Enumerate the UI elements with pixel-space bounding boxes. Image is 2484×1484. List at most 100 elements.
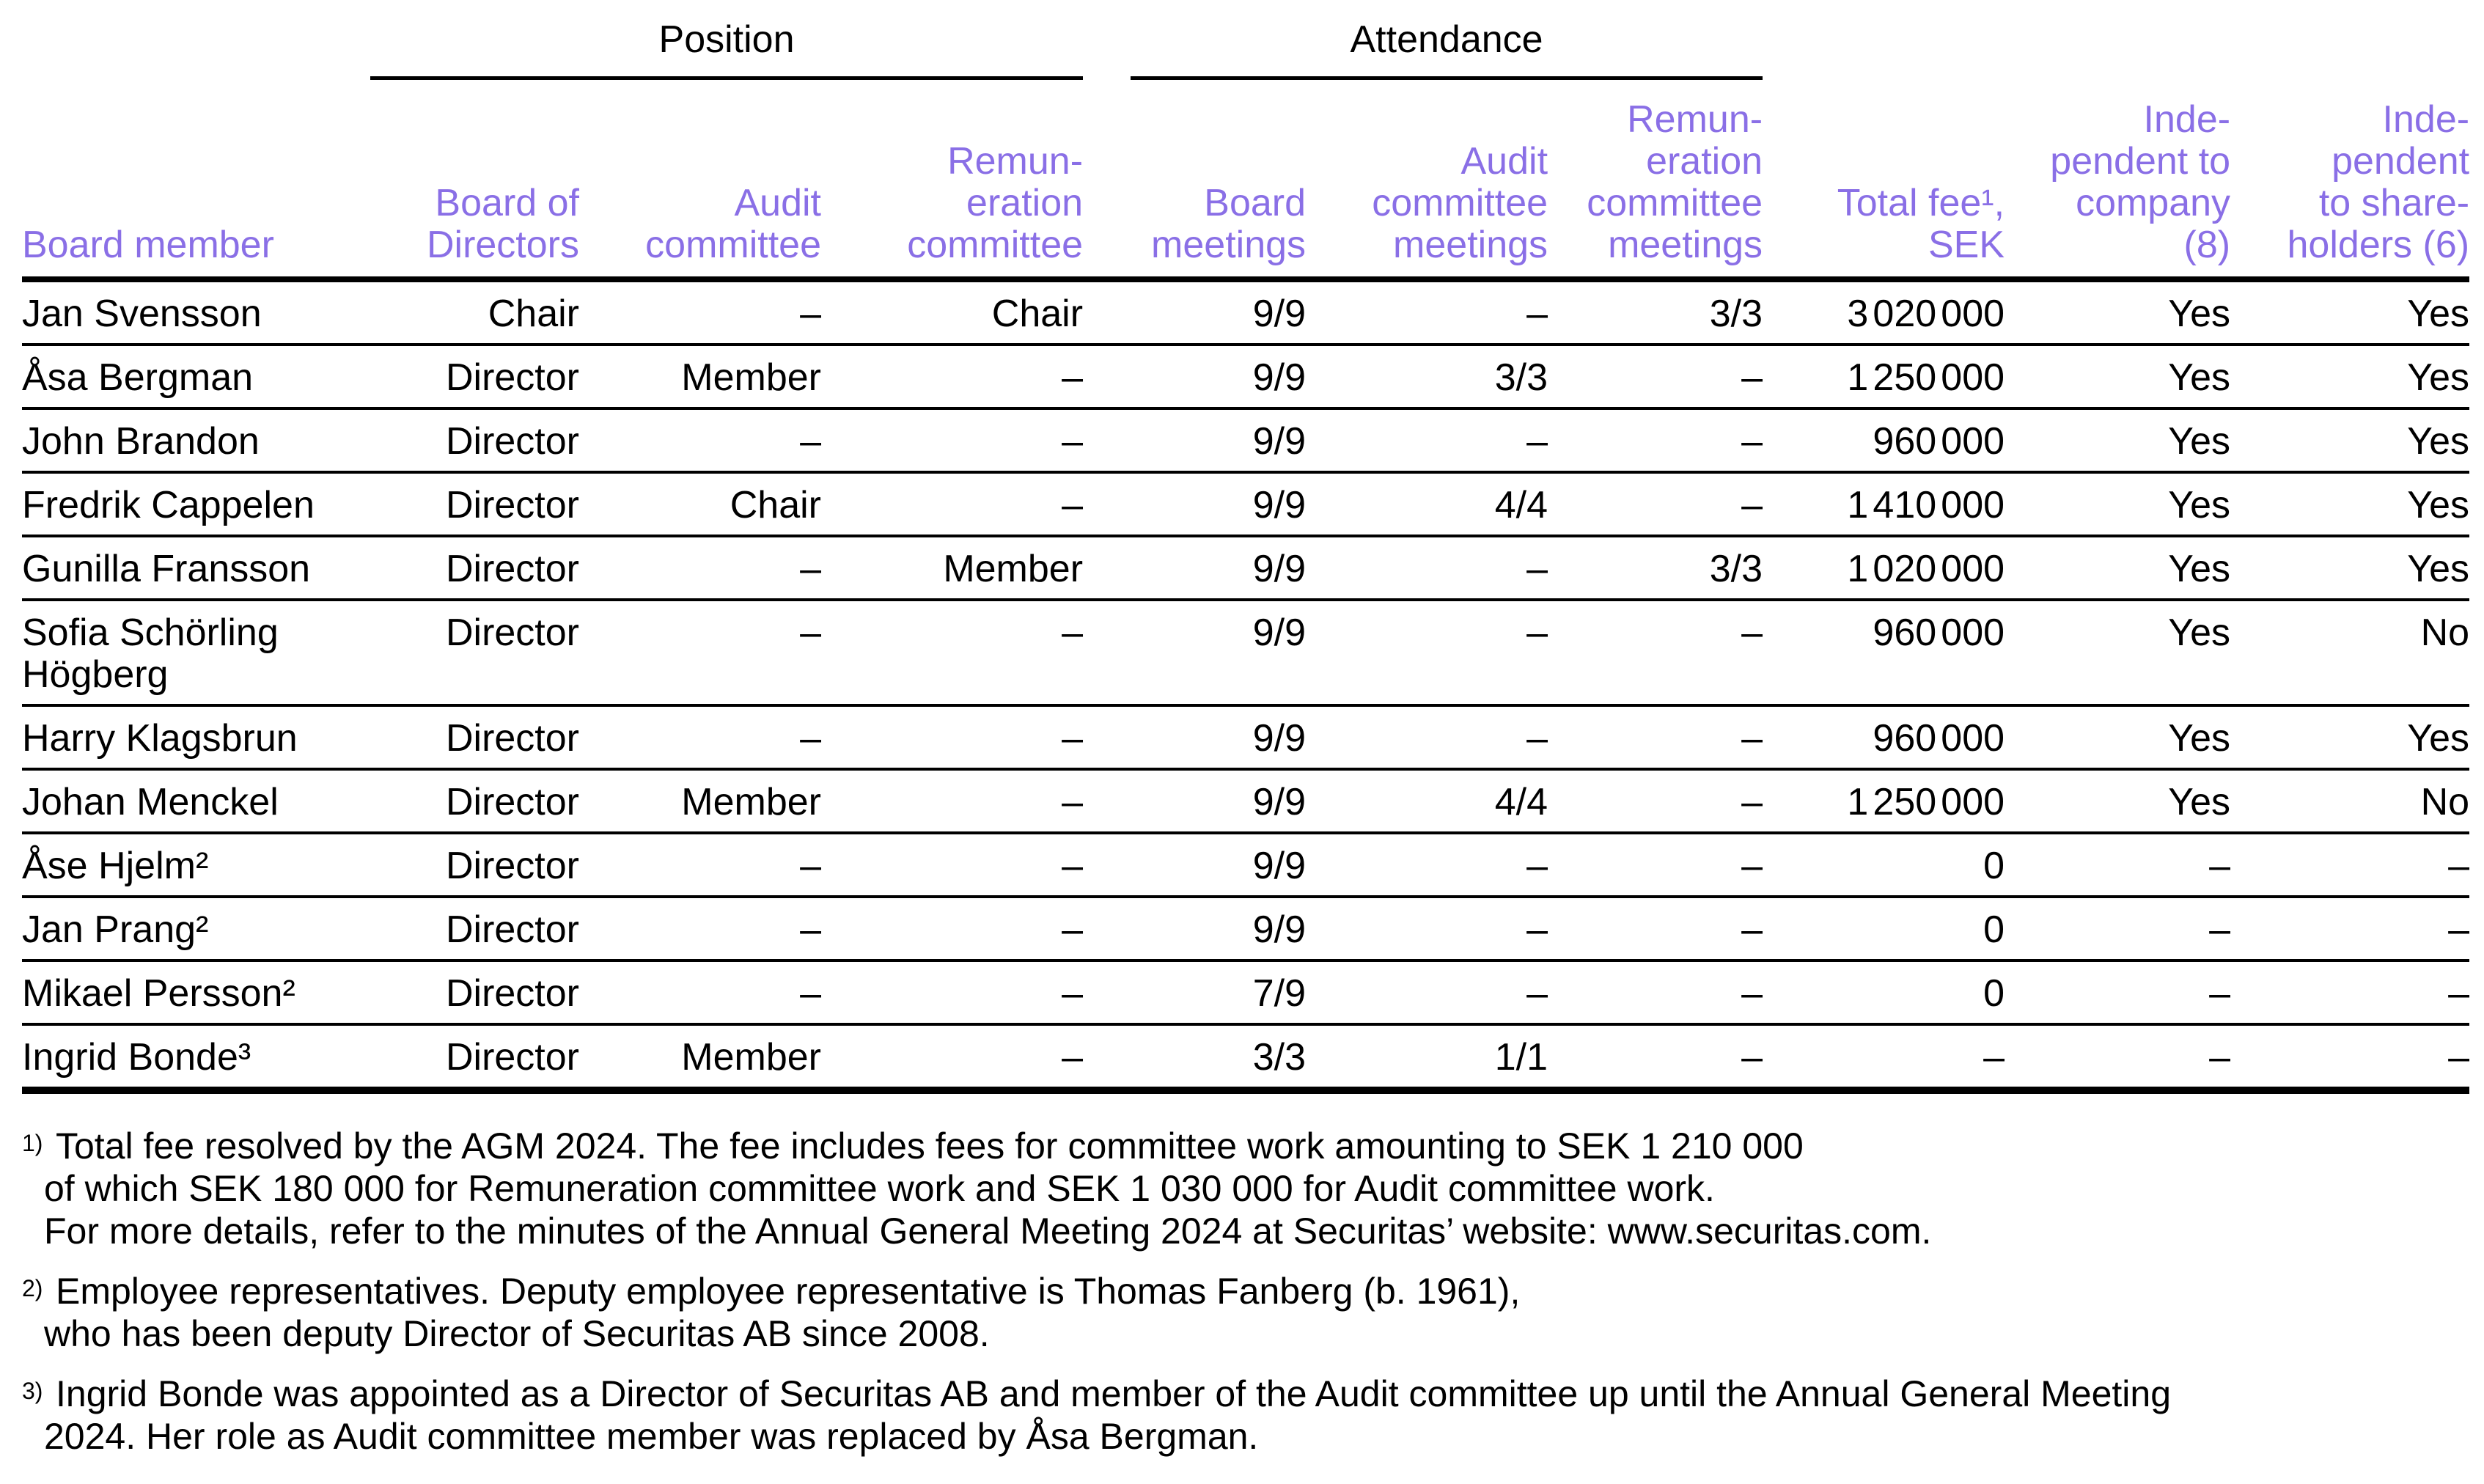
cell-board-member: Harry Klagsbrun	[22, 717, 298, 760]
column-header-inde-pendent-to-share-holders-6: Inde-pendent to share-holders (6)	[2287, 98, 2470, 266]
cell: –	[1526, 717, 1548, 760]
cell-board-member: Sofia Schörling Högberg	[22, 611, 279, 696]
table-row: Ingrid Bonde³ Director Member – 3/3 1/1 – – – –	[22, 1024, 2470, 1090]
cell: –	[800, 717, 821, 760]
group-header-position-label: Position	[370, 9, 1084, 80]
cell: –	[2448, 908, 2470, 951]
table-row: John Brandon Director – – 9/9 – – 960 000 Yes Yes	[22, 408, 2470, 472]
table-row: Jan Svensson Chair – Chair 9/9 – 3/3 3 020 000 Y…	[22, 279, 2470, 345]
cell: –	[1741, 611, 1763, 654]
cell: 1 250 000	[1847, 781, 2005, 823]
footnote-3-line-2: 2024. Her role as Audit committee member…	[44, 1416, 1259, 1457]
cell: Yes	[2168, 293, 2231, 335]
cell: 3 020 000	[1847, 293, 2005, 335]
footnote-1-line-3: For more details, refer to the minutes o…	[44, 1211, 1932, 1252]
cell: –	[800, 293, 821, 335]
cell: –	[1062, 845, 1084, 887]
cell: –	[1741, 1036, 1763, 1079]
column-header-total-fee-sek: Total fee¹, SEK	[1837, 182, 2005, 266]
cell: Yes	[2407, 356, 2470, 399]
cell: 9/9	[1252, 611, 1307, 654]
cell: –	[1741, 781, 1763, 823]
cell: –	[2209, 1036, 2231, 1079]
cell: Yes	[2168, 781, 2231, 823]
cell: –	[2209, 845, 2231, 887]
cell: 0	[1983, 845, 2005, 887]
cell: 1 250 000	[1847, 356, 2005, 399]
footnote-1-line-1: Total fee resolved by the AGM 2024. The …	[56, 1125, 1804, 1167]
cell: –	[1526, 293, 1548, 335]
cell: –	[2209, 908, 2231, 951]
cell: Director	[445, 548, 579, 590]
cell: –	[1741, 356, 1763, 399]
cell: Member	[943, 548, 1084, 590]
cell: 3/3	[1709, 548, 1763, 590]
cell: 960 000	[1873, 420, 2005, 463]
cell: Chair	[991, 293, 1084, 335]
cell: Yes	[2407, 293, 2470, 335]
cell: Yes	[2168, 420, 2231, 463]
footnote-3: 3) Ingrid Bonde was appointed as a Direct…	[22, 1373, 2469, 1458]
column-header-audit-committee-meetings: Audit committee meetings	[1372, 140, 1548, 266]
footnote-1-line-2: of which SEK 180 000 for Remuneration co…	[44, 1168, 1715, 1209]
cell: –	[2448, 972, 2470, 1015]
cell: 9/9	[1252, 548, 1307, 590]
cell-board-member: Johan Menckel	[22, 781, 279, 823]
cell: Director	[445, 908, 579, 951]
group-header-attendance: Attendance	[1083, 9, 1763, 80]
cell-board-member: Ingrid Bonde³	[22, 1036, 251, 1079]
cell: 3/3	[1709, 293, 1763, 335]
cell: –	[1062, 908, 1084, 951]
cell-board-member: Fredrik Cappelen	[22, 484, 315, 526]
cell: 960 000	[1873, 611, 2005, 654]
cell: –	[1741, 972, 1763, 1015]
cell: 3/3	[1252, 1036, 1307, 1079]
cell: Member	[681, 1036, 821, 1079]
cell: Director	[445, 845, 579, 887]
cell: No	[2420, 781, 2470, 823]
group-header-row: Position Attendance	[22, 9, 2469, 80]
cell: –	[800, 972, 821, 1015]
cell: 4/4	[1494, 781, 1548, 823]
cell: –	[1062, 781, 1084, 823]
table-row: Fredrik Cappelen Director Chair – 9/9 4/4 – 1 4…	[22, 472, 2470, 536]
cell: Yes	[2168, 356, 2231, 399]
cell: –	[2209, 972, 2231, 1015]
cell: –	[2448, 845, 2470, 887]
board-table: Position Attendance Board member Board of…	[22, 9, 2470, 1094]
cell: –	[1741, 484, 1763, 526]
cell: Director	[445, 420, 579, 463]
group-header-spacer-left	[22, 9, 370, 80]
cell: 1/1	[1494, 1036, 1548, 1079]
cell: No	[2420, 611, 2470, 654]
cell: Director	[445, 717, 579, 760]
cell: –	[800, 611, 821, 654]
cell: 9/9	[1252, 293, 1307, 335]
table-row: Sofia Schörling Högberg Director – – 9/9 – – 96…	[22, 600, 2470, 705]
table-row: Johan Menckel Director Member – 9/9 4/4 – 1 250…	[22, 769, 2470, 833]
cell: Yes	[2168, 611, 2231, 654]
cell: 3/3	[1494, 356, 1548, 399]
cell: Chair	[730, 484, 821, 526]
cell: 9/9	[1252, 908, 1307, 951]
footnote-2-line-2: who has been deputy Director of Securita…	[44, 1313, 990, 1354]
cell: –	[1526, 611, 1548, 654]
cell-board-member: John Brandon	[22, 420, 260, 463]
footnote-2-marker: 2)	[22, 1275, 43, 1301]
cell: Yes	[2168, 717, 2231, 760]
cell: 9/9	[1252, 420, 1307, 463]
cell: –	[800, 908, 821, 951]
footnote-2-line-1: Employee representatives. Deputy employe…	[56, 1271, 1521, 1312]
footnotes: 1) Total fee resolved by the AGM 2024. Th…	[22, 1125, 2469, 1458]
cell: Yes	[2407, 420, 2470, 463]
cell-board-member: Mikael Persson²	[22, 972, 295, 1015]
cell: 9/9	[1252, 717, 1307, 760]
cell: Yes	[2407, 484, 2470, 526]
cell: –	[800, 845, 821, 887]
cell: –	[1741, 420, 1763, 463]
column-header-remun-eration-committee-meetings: Remun-eration committee meetings	[1587, 98, 1763, 266]
table-row: Mikael Persson² Director – – 7/9 – – 0 – –	[22, 960, 2470, 1024]
cell: Member	[681, 356, 821, 399]
cell: Director	[445, 972, 579, 1015]
cell: –	[1983, 1036, 2005, 1079]
